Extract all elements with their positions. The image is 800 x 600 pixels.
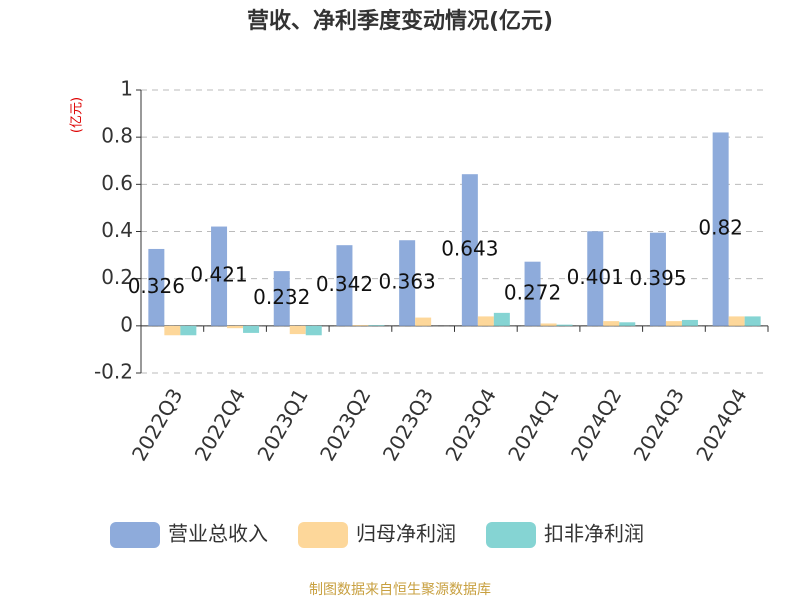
bar: [493, 312, 510, 326]
x-tick-label: 2022Q4: [190, 384, 250, 465]
bar: [352, 325, 369, 326]
value-label: 0.395: [629, 266, 686, 290]
legend-swatch: [486, 522, 536, 548]
value-label: 0.342: [316, 272, 373, 296]
bar: [665, 321, 682, 326]
y-tick-label: 1: [120, 77, 133, 101]
legend-swatch: [298, 522, 348, 548]
y-tick-label: 0.4: [101, 218, 133, 242]
bar: [603, 321, 620, 326]
value-label: 0.643: [441, 237, 498, 261]
y-tick-label: 0.8: [101, 124, 133, 148]
x-tick-label: 2023Q2: [315, 384, 375, 465]
value-label: 0.363: [379, 270, 436, 294]
x-tick-label: 2022Q3: [127, 384, 187, 465]
legend-label: 归母净利润: [356, 522, 456, 546]
bar: [289, 325, 306, 335]
bar: [305, 325, 322, 336]
bar: [148, 248, 165, 326]
bar: [399, 240, 416, 326]
bar: [477, 316, 494, 326]
y-unit: (亿元): [70, 97, 85, 133]
value-label: 0.401: [567, 265, 624, 289]
x-tick-label: 2023Q4: [440, 384, 500, 465]
bar: [336, 245, 353, 326]
bar: [540, 323, 557, 326]
bar: [461, 174, 478, 326]
x-tick-label: 2024Q4: [691, 384, 751, 465]
bar: [649, 232, 666, 326]
bar: [164, 325, 181, 336]
legend-label: 营业总收入: [168, 522, 268, 546]
x-tick-label: 2023Q1: [252, 384, 312, 465]
bar: [368, 325, 385, 326]
y-tick-label: 0: [120, 312, 133, 336]
bar: [524, 261, 541, 326]
bar: [556, 324, 573, 326]
value-label: 0.232: [253, 285, 310, 309]
bar: [243, 325, 260, 333]
bar: [619, 322, 636, 326]
bar: [180, 325, 197, 336]
chart-title: 营收、净利季度变动情况(亿元): [247, 8, 553, 34]
bar: [681, 319, 698, 326]
legend-swatch: [110, 522, 160, 548]
value-label: 0.272: [504, 280, 561, 304]
y-tick-label: 0.6: [101, 171, 133, 195]
bar: [273, 271, 290, 326]
bar: [744, 316, 761, 326]
value-label: 0.326: [128, 274, 185, 298]
x-tick-label: 2024Q3: [629, 384, 689, 465]
x-tick-label: 2023Q3: [378, 384, 438, 465]
bar: [712, 132, 729, 326]
legend-label: 扣非净利润: [544, 522, 644, 546]
value-label: 0.421: [190, 263, 247, 287]
x-tick-label: 2024Q1: [503, 384, 563, 465]
y-tick-label: 0.2: [101, 265, 133, 289]
value-label: 0.82: [698, 216, 743, 240]
y-tick-label: -0.2: [94, 360, 133, 384]
source-note: 制图数据来自恒生聚源数据库: [309, 582, 491, 598]
bar: [415, 317, 432, 326]
bar: [211, 226, 228, 326]
bar: [227, 325, 244, 329]
bar: [587, 231, 604, 326]
x-tick-label: 2024Q2: [566, 384, 626, 465]
bar: [728, 316, 745, 326]
